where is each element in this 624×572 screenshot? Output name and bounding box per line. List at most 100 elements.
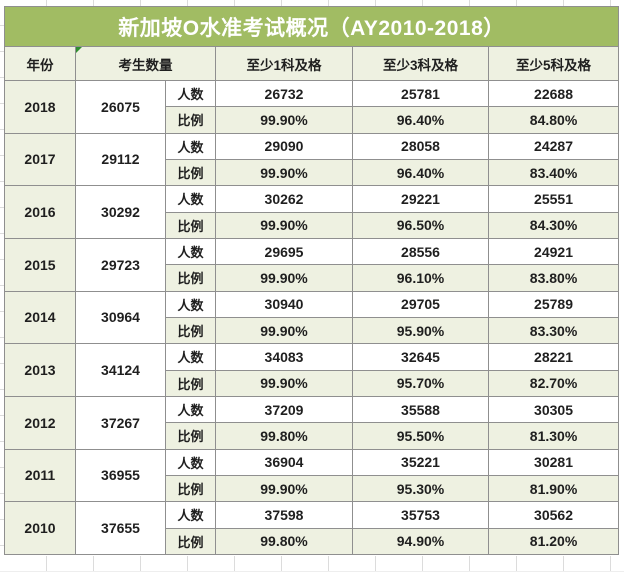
value-cell[interactable]: 99.80% bbox=[215, 527, 353, 556]
value-cell[interactable]: 99.90% bbox=[215, 474, 353, 503]
row-label-count[interactable]: 人数 bbox=[165, 132, 216, 160]
year-cell[interactable]: 2016 bbox=[4, 185, 76, 239]
value-cell[interactable]: 22688 bbox=[487, 79, 620, 108]
value-cell[interactable]: 81.90% bbox=[487, 474, 620, 503]
value-cell[interactable]: 24921 bbox=[487, 237, 620, 266]
candidates-cell[interactable]: 37655 bbox=[75, 501, 166, 555]
value-cell[interactable]: 94.90% bbox=[352, 527, 489, 556]
value-cell[interactable]: 99.90% bbox=[215, 264, 353, 292]
value-cell[interactable]: 25551 bbox=[487, 185, 620, 213]
value-cell[interactable]: 30305 bbox=[487, 395, 620, 424]
value-cell[interactable]: 30281 bbox=[487, 448, 620, 476]
value-cell[interactable]: 36904 bbox=[215, 448, 353, 476]
value-cell[interactable]: 96.50% bbox=[352, 211, 489, 239]
value-cell[interactable]: 37209 bbox=[215, 395, 353, 424]
value-cell[interactable]: 99.90% bbox=[215, 106, 353, 134]
year-cell[interactable]: 2018 bbox=[4, 80, 76, 134]
row-label-rate[interactable]: 比例 bbox=[165, 264, 216, 292]
value-cell[interactable]: 25789 bbox=[487, 290, 620, 318]
row-label-count[interactable]: 人数 bbox=[165, 448, 216, 476]
value-cell[interactable]: 29705 bbox=[352, 290, 489, 318]
candidates-cell[interactable]: 30292 bbox=[75, 185, 166, 239]
year-cell[interactable]: 2011 bbox=[4, 448, 76, 503]
row-label-count[interactable]: 人数 bbox=[165, 185, 216, 213]
value-cell[interactable]: 25781 bbox=[352, 79, 489, 108]
value-cell[interactable]: 95.70% bbox=[352, 369, 489, 397]
row-label-rate[interactable]: 比例 bbox=[165, 316, 216, 345]
header-pass1[interactable]: 至少1科及格 bbox=[215, 46, 353, 81]
year-cell[interactable]: 2014 bbox=[4, 290, 76, 345]
candidates-cell[interactable]: 30964 bbox=[75, 290, 166, 345]
value-cell[interactable]: 29695 bbox=[215, 237, 353, 266]
row-label-rate[interactable]: 比例 bbox=[165, 474, 216, 503]
value-cell[interactable]: 34083 bbox=[215, 343, 353, 371]
row-label-count[interactable]: 人数 bbox=[165, 290, 216, 318]
value-cell[interactable]: 32645 bbox=[352, 343, 489, 371]
value-cell[interactable]: 30562 bbox=[487, 501, 620, 529]
value-cell[interactable]: 95.30% bbox=[352, 474, 489, 503]
value-cell[interactable]: 81.20% bbox=[487, 527, 620, 556]
table-row: 比例 99.80% 94.90% 81.20% bbox=[5, 527, 620, 556]
value-cell[interactable]: 24287 bbox=[487, 132, 620, 160]
value-cell[interactable]: 99.90% bbox=[215, 158, 353, 187]
value-cell[interactable]: 96.10% bbox=[352, 264, 489, 292]
value-cell[interactable]: 30940 bbox=[215, 290, 353, 318]
row-label-count[interactable]: 人数 bbox=[165, 501, 216, 529]
value-cell[interactable]: 84.80% bbox=[487, 106, 620, 134]
value-cell[interactable]: 29090 bbox=[215, 132, 353, 160]
row-label-count[interactable]: 人数 bbox=[165, 395, 216, 424]
candidates-cell[interactable]: 34124 bbox=[75, 343, 166, 397]
year-cell[interactable]: 2015 bbox=[4, 237, 76, 292]
row-label-count[interactable]: 人数 bbox=[165, 343, 216, 371]
year-cell[interactable]: 2012 bbox=[4, 395, 76, 450]
value-cell[interactable]: 84.30% bbox=[487, 211, 620, 239]
candidates-cell[interactable]: 37267 bbox=[75, 395, 166, 450]
value-cell[interactable]: 83.80% bbox=[487, 264, 620, 292]
header-year[interactable]: 年份 bbox=[4, 46, 76, 81]
year-cell[interactable]: 2013 bbox=[4, 343, 76, 397]
header-candidates[interactable]: 考生数量 bbox=[75, 46, 216, 81]
value-cell[interactable]: 96.40% bbox=[352, 106, 489, 134]
value-cell[interactable]: 83.40% bbox=[487, 158, 620, 187]
table-row: 2012 37267 人数 37209 35588 30305 bbox=[4, 395, 620, 450]
value-cell[interactable]: 99.90% bbox=[215, 369, 353, 397]
value-cell[interactable]: 35753 bbox=[352, 501, 489, 529]
row-label-rate[interactable]: 比例 bbox=[165, 158, 216, 187]
value-cell[interactable]: 96.40% bbox=[352, 158, 489, 187]
candidates-cell[interactable]: 26075 bbox=[75, 80, 166, 134]
row-label-rate[interactable]: 比例 bbox=[165, 422, 216, 450]
table-title-row: 新加坡O水准考试概况（AY2010-2018） bbox=[3, 6, 620, 47]
row-label-rate[interactable]: 比例 bbox=[165, 369, 216, 397]
value-cell[interactable]: 28221 bbox=[487, 343, 620, 371]
value-cell[interactable]: 26732 bbox=[215, 79, 353, 108]
value-cell[interactable]: 99.90% bbox=[215, 316, 353, 345]
table-row: 2015 29723 人数 29695 28556 24921 bbox=[4, 237, 620, 292]
year-cell[interactable]: 2017 bbox=[4, 132, 76, 187]
value-cell[interactable]: 28556 bbox=[352, 237, 489, 266]
row-label-count[interactable]: 人数 bbox=[165, 79, 216, 108]
value-cell[interactable]: 81.30% bbox=[487, 422, 620, 450]
candidates-cell[interactable]: 36955 bbox=[75, 448, 166, 503]
value-cell[interactable]: 99.90% bbox=[215, 211, 353, 239]
value-cell[interactable]: 95.50% bbox=[352, 422, 489, 450]
value-cell[interactable]: 83.30% bbox=[487, 316, 620, 345]
row-label-count[interactable]: 人数 bbox=[165, 237, 216, 266]
candidates-cell[interactable]: 29723 bbox=[75, 237, 166, 292]
value-cell[interactable]: 29221 bbox=[352, 185, 489, 213]
header-pass3[interactable]: 至少3科及格 bbox=[352, 46, 489, 81]
row-label-rate[interactable]: 比例 bbox=[165, 527, 216, 556]
row-label-rate[interactable]: 比例 bbox=[165, 211, 216, 239]
year-cell[interactable]: 2010 bbox=[4, 501, 76, 555]
value-cell[interactable]: 82.70% bbox=[487, 369, 620, 397]
value-cell[interactable]: 37598 bbox=[215, 501, 353, 529]
value-cell[interactable]: 35588 bbox=[352, 395, 489, 424]
value-cell[interactable]: 30262 bbox=[215, 185, 353, 213]
header-pass5[interactable]: 至少5科及格 bbox=[487, 46, 620, 81]
candidates-cell[interactable]: 29112 bbox=[75, 132, 166, 187]
table-title[interactable]: 新加坡O水准考试概况（AY2010-2018） bbox=[3, 6, 620, 47]
value-cell[interactable]: 35221 bbox=[352, 448, 489, 476]
value-cell[interactable]: 95.90% bbox=[352, 316, 489, 345]
value-cell[interactable]: 28058 bbox=[352, 132, 489, 160]
value-cell[interactable]: 99.80% bbox=[215, 422, 353, 450]
row-label-rate[interactable]: 比例 bbox=[165, 106, 216, 134]
